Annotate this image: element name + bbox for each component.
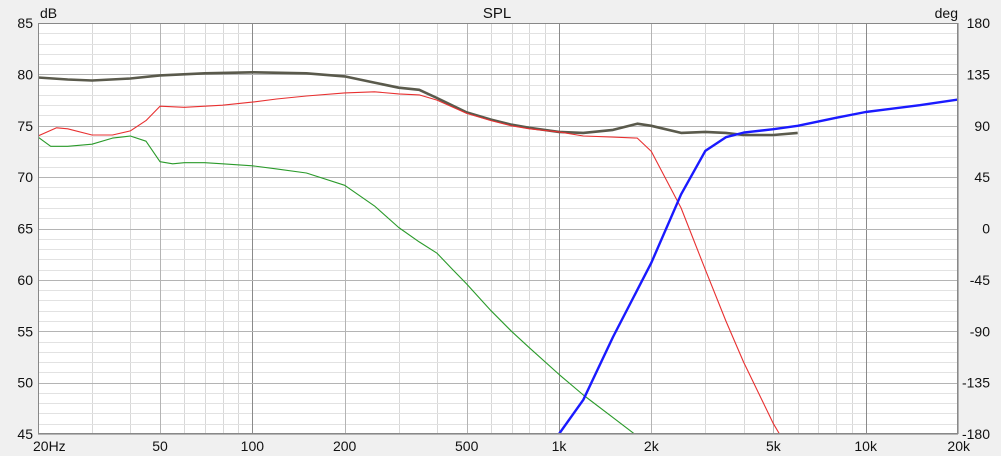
y-left-unit: dB [40,5,57,21]
x-tick-label: 20Hz [33,438,66,454]
y-left-axis-labels: 85 80 75 70 65 60 55 50 45 [17,15,33,442]
y-left-tick-label: 75 [17,118,33,134]
plot-frame [38,23,958,434]
x-tick-label: 200 [333,438,357,454]
series-line-2 [38,91,781,434]
x-axis-labels: 20Hz 50 100 200 500 1k 2k 5k 10k 20k [33,438,971,454]
y-right-tick-label: -135 [962,375,990,391]
y-left-tick-label: 50 [17,375,33,391]
series-layer [38,71,958,434]
x-tick-label: 1k [552,438,568,454]
y-right-unit: deg [935,5,958,21]
series-line-3 [38,135,636,434]
x-tick-label: 2k [644,438,660,454]
y-left-tick-label: 80 [17,66,33,82]
plot-area [38,23,958,434]
x-tick-label: 100 [241,438,265,454]
y-left-tick-label: 70 [17,169,33,185]
y-right-tick-label: -45 [970,272,990,288]
series-line-4 [558,98,958,434]
y-left-tick-label: 60 [17,272,33,288]
y-right-tick-label: 135 [967,66,991,82]
y-right-tick-label: 90 [974,118,990,134]
y-right-tick-label: 0 [982,221,990,237]
y-right-axis-labels: 180 135 90 45 0 -45 -90 -135 -180 [962,15,990,442]
y-right-tick-label: 180 [967,15,991,31]
y-left-tick-label: 65 [17,221,33,237]
chart-title: SPL [483,5,511,22]
y-left-tick-label: 85 [17,15,33,31]
x-tick-label: 20k [947,438,971,454]
x-tick-label: 5k [766,438,782,454]
y-left-tick-label: 55 [17,323,33,339]
minor-grid [38,23,958,434]
x-tick-label: 50 [152,438,168,454]
series-line-1 [38,71,798,137]
y-right-tick-label: -180 [962,426,990,442]
y-right-tick-label: -90 [970,323,990,339]
x-tick-label: 500 [455,438,479,454]
y-right-tick-label: 45 [974,169,990,185]
x-tick-label: 10k [854,438,878,454]
y-left-tick-label: 45 [17,426,33,442]
